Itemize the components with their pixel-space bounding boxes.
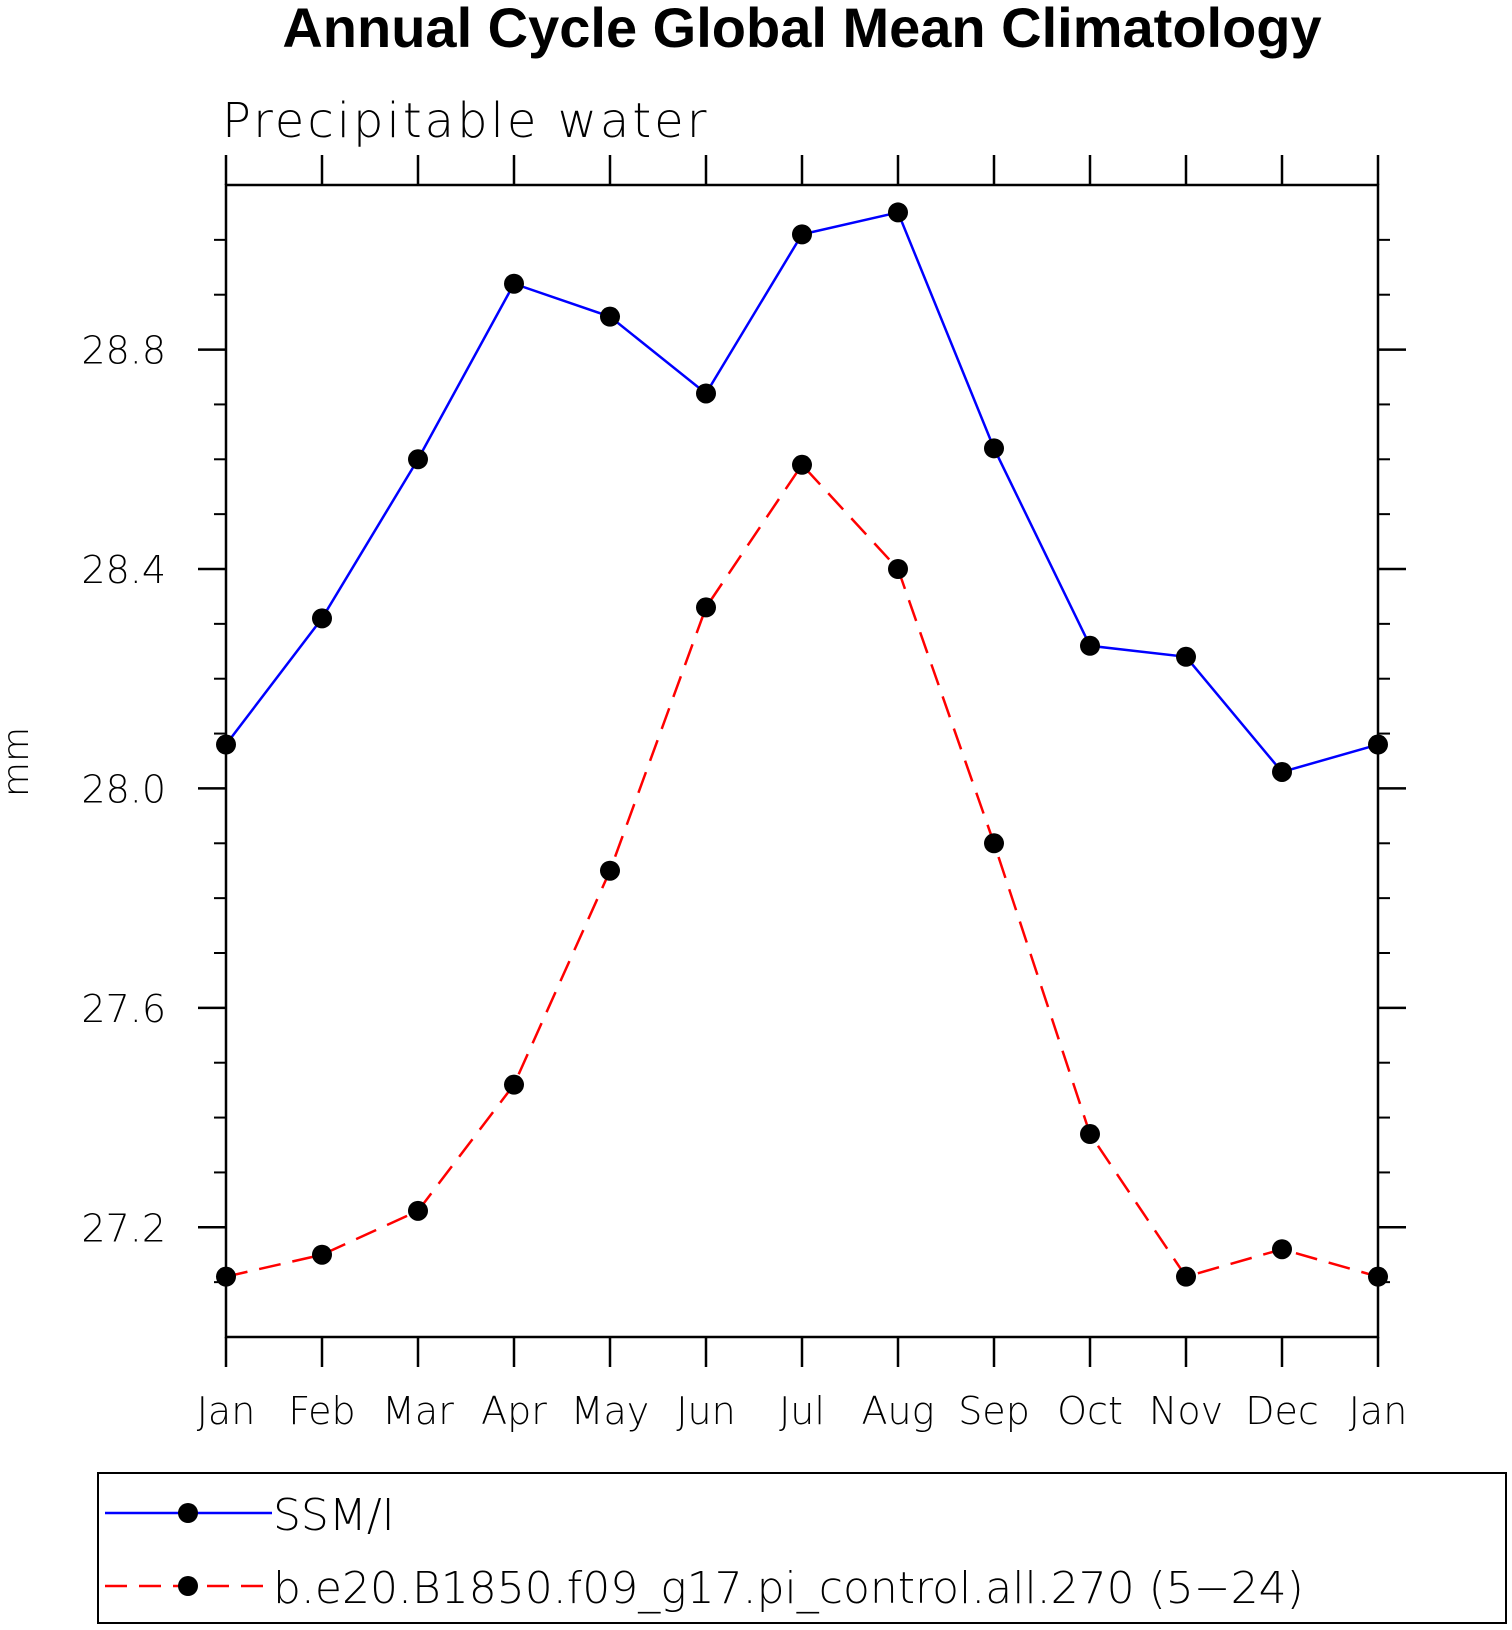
y-axis-label: mm: [0, 727, 37, 797]
legend-label-model: b.e20.B1850.f09_g17.pi_control.all.270 (…: [273, 1563, 1304, 1614]
x-tick-label: Dec: [1245, 1389, 1319, 1433]
x-tick-label: Feb: [288, 1389, 355, 1433]
series-1-point: [216, 1266, 236, 1287]
y-tick-label: 28.4: [81, 548, 166, 592]
x-tick-label: Oct: [1057, 1389, 1123, 1433]
series-1-point: [1368, 1266, 1388, 1287]
x-tick-label: Jan: [1349, 1389, 1408, 1433]
y-tick-label: 27.6: [81, 987, 166, 1031]
series-1-point: [792, 454, 812, 475]
series-1-point: [984, 833, 1004, 854]
series-1-point: [312, 1244, 332, 1265]
series-0-point: [1080, 635, 1100, 656]
series-0-point: [1272, 761, 1292, 782]
x-tick-label: Jan: [197, 1389, 256, 1433]
plot-frame: [224, 183, 1380, 1339]
legend-marker-model: [178, 1576, 198, 1596]
series-1-point: [1176, 1266, 1196, 1287]
series-1-point: [408, 1200, 428, 1221]
series-0-point: [312, 608, 332, 629]
series-line-1: [225, 462, 1379, 1279]
y-tick-label: 28.0: [81, 767, 166, 811]
series-0-point: [792, 224, 812, 245]
series-0-point: [1368, 734, 1388, 755]
x-tick-label: Aug: [862, 1389, 935, 1433]
series-1-point: [600, 860, 620, 881]
chart-title: Annual Cycle Global Mean Climatology: [282, 0, 1321, 59]
legend-label-ssmi: SSM/I: [273, 1490, 395, 1541]
series-0-point: [504, 273, 524, 294]
series-1-point: [1272, 1239, 1292, 1260]
chart-subtitle: Precipitable water: [222, 93, 709, 149]
axis-ticks: Jan Feb Mar Apr May Jun Jul Aug Sep Oct Nov Dec Jan 2…: [81, 155, 1407, 1433]
x-tick-label: Jun: [676, 1389, 735, 1433]
series-0-point: [216, 734, 236, 755]
series-line-0: [225, 210, 1379, 774]
series-1-point: [1080, 1124, 1100, 1145]
x-tick-label: Apr: [481, 1389, 547, 1433]
y-tick-label: 28.8: [81, 329, 166, 373]
series-0-point: [888, 202, 908, 223]
legend-box: [97, 1472, 1507, 1624]
series-0-point: [984, 438, 1004, 459]
series-1-point: [504, 1074, 524, 1095]
series-1-point: [888, 559, 908, 579]
x-tick-label: Mar: [382, 1389, 454, 1433]
y-tick-label: 27.2: [81, 1206, 166, 1250]
series-layer: [216, 202, 1388, 1287]
x-tick-label: Sep: [958, 1389, 1030, 1433]
series-1-point: [696, 597, 716, 618]
legend-marker-ssmi: [178, 1503, 198, 1523]
x-tick-label: Nov: [1149, 1389, 1223, 1433]
series-0-point: [1176, 646, 1196, 667]
x-tick-label: May: [571, 1389, 650, 1433]
legend: SSM/I b.e20.B1850.f09_g17.pi_control.all…: [97, 1472, 1507, 1624]
x-tick-label: Jul: [779, 1389, 825, 1433]
series-0-point: [696, 383, 716, 404]
series-0-point: [408, 449, 428, 470]
series-0-point: [600, 306, 620, 327]
